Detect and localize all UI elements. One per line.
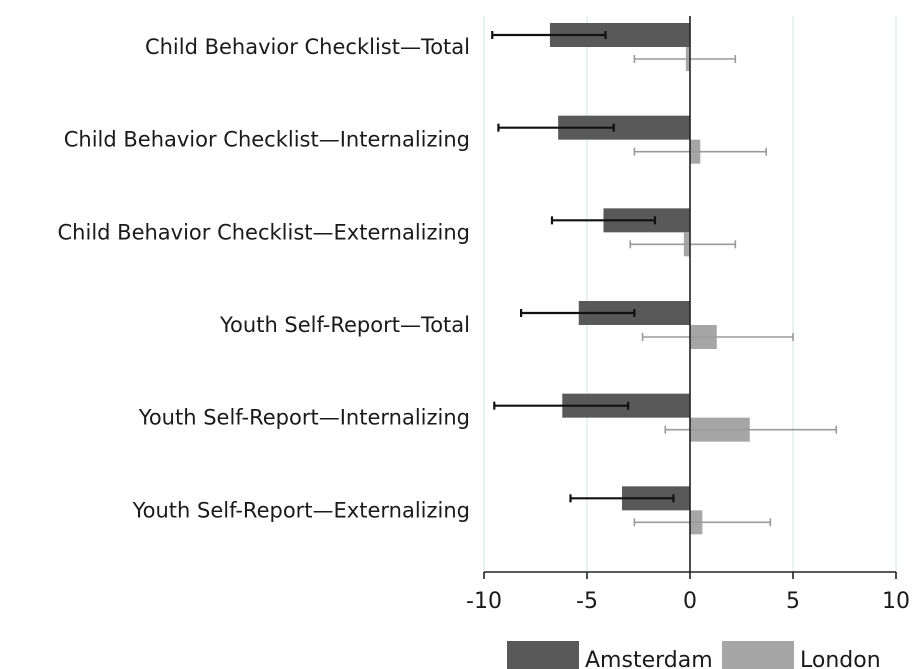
category-label-1: Child Behavior Checklist—Internalizing bbox=[64, 128, 470, 152]
legend-label-london: London bbox=[800, 648, 881, 669]
x-tick-label-2: 0 bbox=[683, 589, 697, 614]
legend-label-amsterdam: Amsterdam bbox=[585, 648, 713, 669]
category-label-5: Youth Self-Report—Externalizing bbox=[132, 498, 470, 522]
category-label-2: Child Behavior Checklist—Externalizing bbox=[58, 220, 470, 244]
legend-swatch-amsterdam bbox=[507, 641, 579, 669]
x-tick-label-1: -5 bbox=[576, 589, 598, 614]
x-tick-label-0: -10 bbox=[466, 589, 502, 614]
x-tick-label-4: 10 bbox=[882, 589, 910, 614]
bar-amsterdam-1 bbox=[558, 115, 690, 140]
category-label-0: Child Behavior Checklist—Total bbox=[145, 35, 470, 59]
legend: Amsterdam London bbox=[507, 641, 881, 669]
category-labels: Child Behavior Checklist—Total Child Beha… bbox=[58, 35, 470, 522]
category-label-3: Youth Self-Report—Total bbox=[219, 313, 470, 337]
legend-swatch-london bbox=[722, 641, 794, 669]
error-bars-layer bbox=[491, 31, 838, 527]
x-tick-label-3: 5 bbox=[786, 589, 800, 614]
x-axis: -10 -5 0 5 10 bbox=[466, 16, 910, 614]
category-label-4: Youth Self-Report—Internalizing bbox=[138, 406, 470, 430]
bars-layer bbox=[549, 23, 750, 535]
